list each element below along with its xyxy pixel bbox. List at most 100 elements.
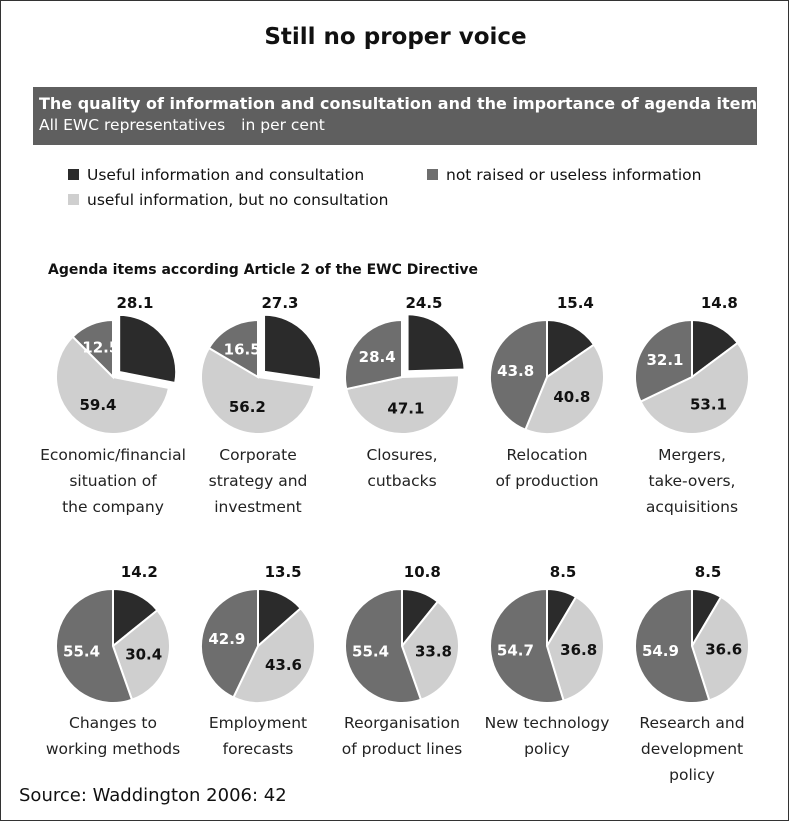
pie-value-label: 33.8 [415, 642, 452, 660]
legend-item-useful-consultation: Useful information and consultation [68, 165, 364, 185]
pie-value-label: 16.5 [224, 340, 261, 358]
pie-slice [344, 318, 403, 391]
pie-value-label: 10.8 [404, 563, 441, 581]
legend-swatch-dark [68, 169, 79, 180]
pie-value-label: 14.8 [701, 294, 738, 312]
pie-slice [118, 313, 178, 385]
figure-title: Still no proper voice [264, 24, 527, 50]
pie-caption: take-overs, [649, 472, 736, 490]
chart-subheading: All EWC representatives [39, 116, 226, 134]
legend-label: useful information, but no consultation [87, 191, 389, 209]
legend-item-no-consultation: useful information, but no consultation [68, 190, 388, 210]
pie-slice [111, 608, 171, 702]
pie-chart: 14.2 30.4 55.4 [55, 563, 171, 704]
pie-slice [207, 318, 259, 379]
pie-slice [71, 318, 114, 380]
legend-item-not-raised: not raised or useless information [427, 165, 701, 185]
pie-caption: of production [495, 472, 598, 490]
pie-slice [345, 374, 460, 435]
pie-chart: 8.5 36.8 54.7 [489, 563, 605, 704]
section-title: Agenda items according Article 2 of the … [48, 262, 479, 278]
pie-caption: Research and [639, 714, 744, 732]
pie-chart: 24.5 47.1 28.4 [344, 294, 466, 435]
pie-value-label: 27.3 [261, 294, 298, 312]
pie-slice [634, 587, 711, 704]
pie-slice [200, 587, 259, 699]
pie-value-label: 54.7 [497, 642, 534, 660]
pie-caption: policy [669, 766, 715, 784]
pie-caption: forecasts [223, 740, 294, 758]
pie-caption: Relocation [506, 446, 587, 464]
pie-value-label: 13.5 [265, 563, 302, 581]
chart-heading: The quality of information and consultat… [39, 94, 767, 113]
pie-caption: the company [62, 498, 164, 516]
pie-slice [200, 346, 316, 435]
pie-value-label: 24.5 [405, 294, 442, 312]
pie-value-label: 54.9 [642, 642, 679, 660]
pie-slice [55, 335, 171, 435]
pie-value-label: 14.2 [121, 563, 158, 581]
pie-value-label: 55.4 [63, 642, 100, 660]
pie-chart: 28.1 59.4 12.5 [55, 294, 178, 435]
pie-caption: working methods [46, 740, 180, 758]
pie-chart: 15.4 40.8 43.8 [489, 294, 605, 435]
pie-slice [524, 343, 605, 435]
pie-slice [232, 606, 316, 704]
pie-value-label: 28.4 [359, 348, 396, 366]
pie-slice [634, 318, 693, 403]
pie-value-label: 30.4 [125, 646, 162, 664]
chart-header-banner: The quality of information and consultat… [33, 87, 767, 145]
pie-value-label: 43.8 [497, 362, 534, 380]
pie-caption: Employment [209, 714, 307, 732]
pie-value-label: 36.6 [705, 641, 742, 659]
legend-label: Useful information and consultation [87, 166, 365, 184]
pie-caption: development [641, 740, 743, 758]
pie-slice [691, 318, 740, 379]
pie-slice [55, 587, 134, 704]
pie-caption: Corporate [219, 446, 297, 464]
pie-slice [489, 318, 548, 432]
pie-caption: investment [214, 498, 302, 516]
pie-chart: 27.3 56.2 16.5 [200, 294, 323, 435]
pie-slice [489, 587, 565, 704]
pie-slice [639, 341, 750, 435]
pie-value-label: 8.5 [695, 563, 722, 581]
pie-value-label: 59.4 [79, 396, 116, 414]
legend-label: not raised or useless information [446, 166, 702, 184]
legend-swatch-light [68, 194, 79, 205]
pie-value-label: 53.1 [690, 395, 727, 413]
pie-slice [344, 587, 423, 704]
pie-caption: policy [524, 740, 570, 758]
legend-swatch-mid [427, 169, 438, 180]
pie-slice [690, 595, 750, 702]
pie-value-label: 32.1 [646, 351, 683, 369]
pie-value-label: 15.4 [557, 294, 594, 312]
pie-chart: 14.8 53.1 32.1 [634, 294, 750, 435]
pie-value-label: 36.8 [560, 641, 597, 659]
pie-caption: Economic/financial [40, 446, 186, 464]
pie-chart: 13.5 43.6 42.9 [200, 563, 316, 704]
pie-caption: Reorganisation [344, 714, 460, 732]
pie-value-label: 56.2 [229, 398, 266, 416]
pie-caption: cutbacks [367, 472, 436, 490]
pie-value-label: 55.4 [352, 642, 389, 660]
pie-value-label: 47.1 [387, 400, 424, 418]
pie-slice [545, 595, 605, 702]
pie-value-label: 43.6 [265, 656, 302, 674]
pie-chart: 8.5 36.6 54.9 [634, 563, 750, 704]
pie-slice [406, 313, 466, 373]
pie-value-label: 12.5 [82, 339, 119, 357]
chart-subheading-line: All EWC representatives in per cent [39, 114, 757, 136]
pie-slice [263, 313, 323, 382]
pie-caption: situation of [69, 472, 157, 490]
pie-value-label: 42.9 [208, 630, 245, 648]
pie-caption: Closures, [366, 446, 437, 464]
pie-caption: Mergers, [658, 446, 726, 464]
pie-caption: New technology [485, 714, 610, 732]
pie-caption: of product lines [342, 740, 462, 758]
pie-caption: strategy and [209, 472, 308, 490]
source-note: Source: Waddington 2006: 42 [19, 785, 287, 806]
pie-slice [400, 600, 460, 702]
